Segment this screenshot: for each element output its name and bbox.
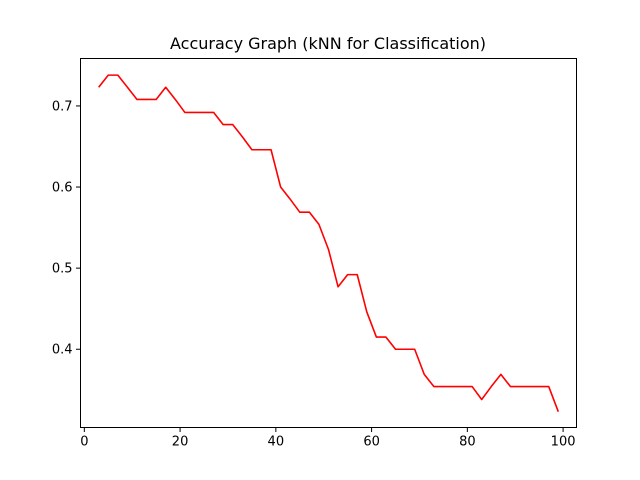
x-tick-label: 100	[551, 435, 576, 450]
y-tick-label: 0.4	[52, 343, 73, 358]
x-tick-label: 60	[363, 435, 380, 450]
y-tick-label: 0.5	[52, 262, 73, 277]
x-tick-label: 0	[80, 435, 88, 450]
x-tick-label: 20	[172, 435, 189, 450]
y-tick-label: 0.7	[52, 99, 73, 114]
x-axis: 0 20 40 60 80 100	[80, 427, 576, 450]
x-tick-label: 80	[459, 435, 476, 450]
x-tick-label: 40	[268, 435, 285, 450]
plot-frame	[80, 58, 577, 428]
y-axis: 0.4 0.5 0.6 0.7	[52, 99, 81, 358]
accuracy-series-line	[98, 74, 560, 412]
y-tick-label: 0.6	[52, 181, 73, 196]
chart-title: Accuracy Graph (kNN for Classification)	[170, 34, 486, 53]
plot-area	[98, 74, 560, 412]
